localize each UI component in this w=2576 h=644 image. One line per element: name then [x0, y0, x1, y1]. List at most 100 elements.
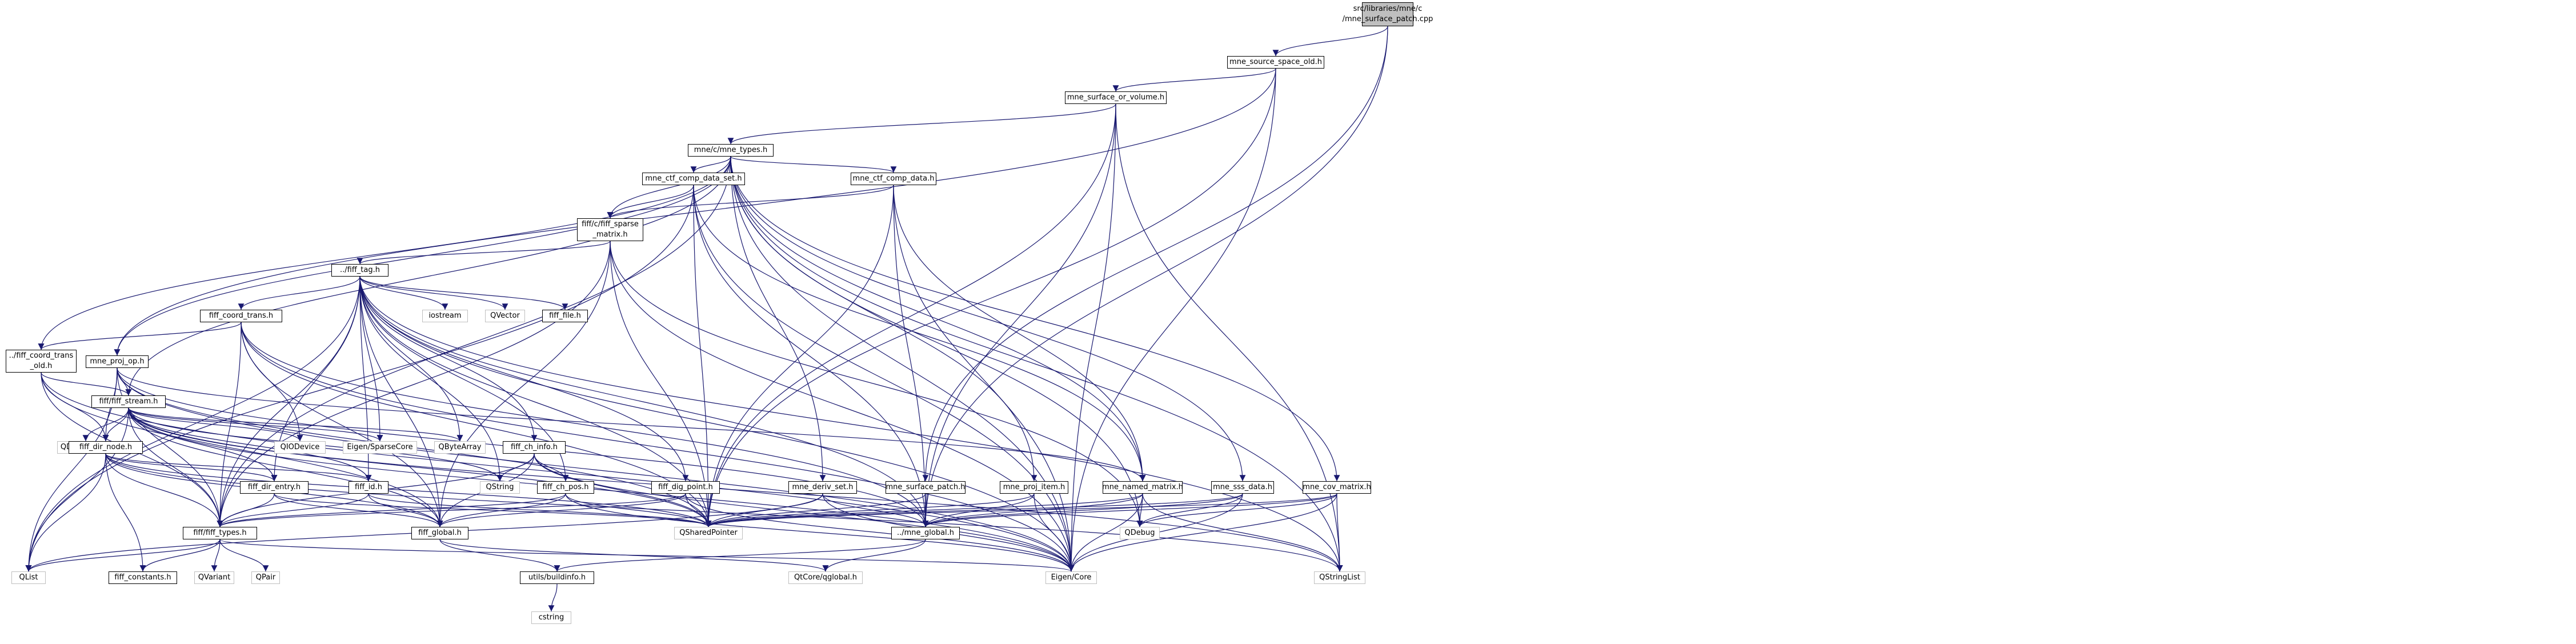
node-QVariant: QVariant: [194, 571, 234, 584]
node-fiff-coord-trans[interactable]: fiff_coord_trans.h: [200, 310, 282, 322]
edge-fiff-tag-to-QString: [359, 276, 503, 482]
edge-mne-surface-or-volume-to-QStringList: [1115, 103, 1343, 572]
node-fiff-sparse-matrix[interactable]: fiff/c/fiff_sparse _matrix.h: [577, 218, 643, 241]
edge-fiff-stream-to-EigenCore: [128, 407, 1075, 572]
edge-mne-surface-or-volume-to-mne-types: [727, 103, 1116, 145]
node-mne-ctf-comp-data[interactable]: mne_ctf_comp_data.h: [851, 173, 936, 185]
node-mne-proj-item[interactable]: mne_proj_item.h: [1000, 481, 1068, 494]
node-mne-global[interactable]: ../mne_global.h: [891, 527, 960, 539]
edge-fiff-stream-to-fiff-global: [128, 407, 443, 527]
edge-fiff-tag-to-fiff-file: [359, 276, 568, 310]
edge-root-to-mne-surface-patch: [922, 26, 1388, 482]
edge-mne-source-space-old-to-mne-surface-or-volume: [1112, 68, 1276, 92]
edge-fiff-stream-to-EigenSparseCore: [128, 407, 383, 442]
node-mne-deriv-set[interactable]: mne_deriv_set.h: [788, 481, 857, 494]
edge-mne-ctf-comp-data-to-mne-named-matrix: [893, 185, 1146, 482]
edge-fiff-types-to-fiff-constants: [139, 539, 221, 572]
edge-mne-types-to-mne-cov-matrix: [730, 156, 1340, 482]
edge-fiff-tag-to-QByteArray: [359, 276, 463, 442]
node-fiff-global[interactable]: fiff_global.h: [411, 527, 468, 539]
edge-mne-proj-item-to-EigenCore: [1033, 493, 1075, 572]
edge-mne-types-to-mne-named-matrix: [730, 156, 1146, 482]
edge-mne-proj-op-to-mne-named-matrix: [117, 367, 1146, 482]
edge-mne-proj-item-to-QSharedPointer: [705, 493, 1035, 527]
node-fiff-stream[interactable]: fiff/fiff_stream.h: [91, 395, 166, 408]
edge-mne-types-to-fiff-sparse-matrix: [607, 156, 731, 219]
edge-mne-ctf-comp-data-set-to-QSharedPointer: [693, 185, 712, 527]
node-fiff-tag[interactable]: ../fiff_tag.h: [331, 264, 388, 277]
edge-mne-types-to-mne-ctf-comp-data-set: [690, 156, 731, 173]
node-mne-surface-or-volume[interactable]: mne_surface_or_volume.h: [1065, 91, 1167, 104]
node-QtCoreqglobal: QtCore/qglobal.h: [788, 571, 863, 584]
node-fiff-file[interactable]: fiff_file.h: [542, 310, 588, 322]
node-fiff-ch-pos[interactable]: fiff_ch_pos.h: [537, 481, 594, 494]
node-fiff-types[interactable]: fiff/fiff_types.h: [183, 527, 257, 539]
edge-fiff-types-to-QList: [25, 539, 221, 572]
edge-mne-surface-or-volume-to-EigenCore: [1068, 103, 1116, 572]
node-fiff-ch-info[interactable]: fiff_ch_info.h: [503, 441, 566, 454]
edge-fiff-ch-info-to-EigenCore: [534, 453, 1075, 572]
node-QString: QString: [480, 481, 520, 494]
edge-fiff-coord-trans-old-to-fiff-stream: [41, 372, 132, 396]
node-mne-proj-op[interactable]: mne_proj_op.h: [86, 355, 149, 368]
node-mne-source-space-old[interactable]: mne_source_space_old.h: [1227, 56, 1324, 69]
edge-fiff-coord-trans-to-EigenCore: [241, 322, 1075, 572]
edge-buildinfo-to-cstring: [548, 583, 558, 612]
node-fiff-id[interactable]: fiff_id.h: [348, 481, 388, 494]
node-mne-named-matrix[interactable]: mne_named_matrix.h: [1102, 481, 1183, 494]
edge-mne-ctf-comp-data-to-mne-global: [893, 185, 929, 527]
edge-mne-types-to-mne-deriv-set: [730, 156, 826, 482]
edge-mne-proj-op-to-EigenCore: [117, 367, 1075, 572]
node-fiff-dir-entry[interactable]: fiff_dir_entry.h: [240, 481, 309, 494]
edge-fiff-dir-node-to-QSharedPointer: [105, 453, 712, 527]
edge-fiff-dir-node-to-fiff-types: [105, 453, 223, 527]
node-buildinfo[interactable]: utils/buildinfo.h: [520, 571, 594, 584]
edge-fiff-coord-trans-to-fiff-coord-trans-old: [38, 322, 242, 350]
edge-fiff-tag-to-fiff-ch-info: [359, 276, 538, 442]
edge-fiff-coord-trans-to-QIODevice: [241, 322, 303, 442]
edge-fiff-tag-to-QSharedPointer: [359, 276, 712, 527]
node-fiff-dir-node[interactable]: fiff_dir_node.h: [69, 441, 143, 454]
node-iostream: iostream: [422, 310, 468, 322]
edge-mne-types-to-mne-ctf-comp-data: [730, 156, 897, 173]
edge-fiff-sparse-matrix-to-fiff-tag: [356, 241, 611, 265]
edge-mne-types-to-fiff-types: [217, 156, 731, 527]
node-QSharedPointer: QSharedPointer: [674, 527, 743, 539]
edge-mne-types-to-QStringList: [730, 156, 1343, 572]
edge-fiff-stream-to-fiff-dir-node: [102, 407, 129, 442]
include-edges: [25, 26, 1388, 612]
edge-mne-sss-data-to-QDebug: [1136, 493, 1243, 527]
edge-fiff-ch-pos-to-QSharedPointer: [565, 493, 712, 527]
node-mne-sss-data[interactable]: mne_sss_data.h: [1211, 481, 1274, 494]
node-fiff-dig-point[interactable]: fiff_dig_point.h: [651, 481, 720, 494]
edge-fiff-dir-node-to-fiff-id: [105, 453, 372, 482]
node-fiff-constants[interactable]: fiff_constants.h: [109, 571, 177, 584]
edge-fiff-sparse-matrix-to-QDebug: [610, 241, 1143, 527]
edge-fiff-dig-point-to-fiff-global: [436, 493, 686, 527]
edge-fiff-stream-to-fiff-dir-entry: [128, 407, 278, 482]
edge-mne-cov-matrix-to-QStringList: [1336, 493, 1343, 572]
edge-mne-ctf-comp-data-set-to-mne-named-matrix: [693, 185, 1146, 482]
edge-fiff-tag-to-fiff-global: [359, 276, 443, 527]
edge-fiff-sparse-matrix-to-fiff-global: [436, 241, 611, 527]
edge-fiff-ch-info-to-QString: [496, 453, 535, 482]
edge-mne-surface-or-volume-to-QSharedPointer: [705, 103, 1116, 527]
node-mne-types[interactable]: mne/c/mne_types.h: [688, 144, 774, 157]
node-EigenSparseCore: Eigen/SparseCore: [343, 441, 417, 454]
node-QPair: QPair: [251, 571, 280, 584]
edge-root-to-mne-source-space-old: [1272, 26, 1388, 57]
node-mne-ctf-comp-data-set[interactable]: mne_ctf_comp_data_set.h: [642, 173, 745, 185]
edge-fiff-tag-to-fiff-types: [217, 276, 360, 527]
node-mne-surface-patch[interactable]: mne_surface_patch.h: [886, 481, 966, 494]
edge-mne-types-to-QDebug: [730, 156, 1143, 527]
edge-mne-ctf-comp-data-set-to-QList: [25, 185, 694, 572]
node-QByteArray: QByteArray: [434, 441, 486, 454]
edge-fiff-stream-to-QDataStream: [82, 407, 129, 442]
edge-fiff-types-to-QPair: [219, 539, 269, 572]
edge-fiff-stream-to-QSharedPointer: [128, 407, 712, 527]
node-fiff-coord-trans-old[interactable]: ../fiff_coord_trans _old.h: [6, 350, 77, 373]
node-mne-cov-matrix[interactable]: mne_cov_matrix.h: [1303, 481, 1371, 494]
edge-fiff-dir-entry-to-fiff-types: [217, 493, 275, 527]
edge-mne-types-to-mne-sss-data: [730, 156, 1246, 482]
